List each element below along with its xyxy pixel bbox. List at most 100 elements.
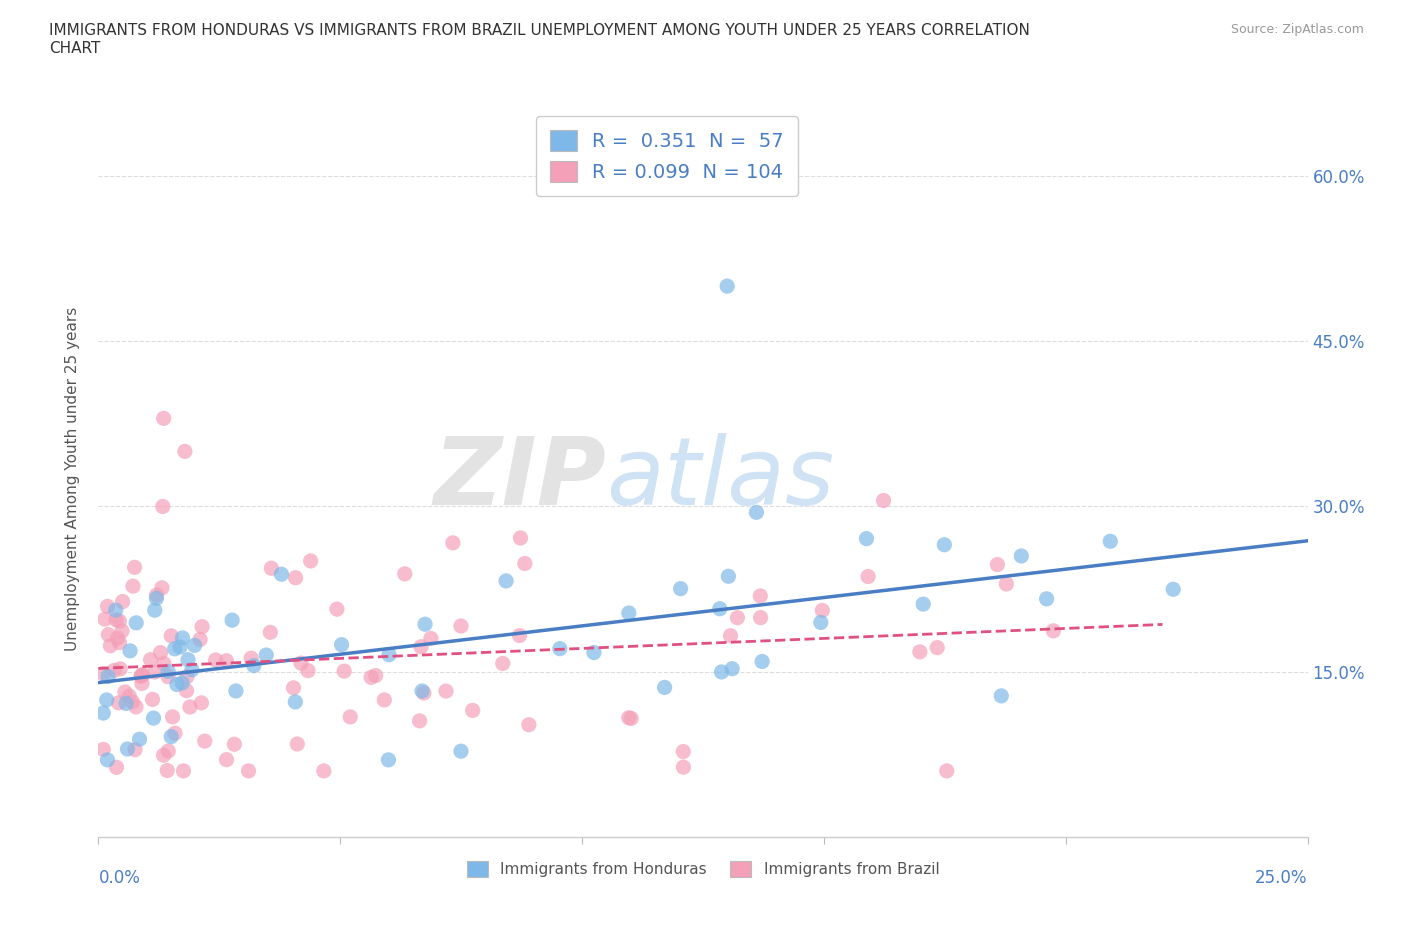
Point: [721, 661, 744, 676]
Point: [1035, 591, 1057, 606]
Point: [373, 693, 395, 708]
Point: [215, 653, 238, 668]
Point: [97, 627, 120, 642]
Point: [145, 591, 167, 605]
Point: [215, 752, 238, 767]
Point: [377, 752, 399, 767]
Point: [1099, 534, 1122, 549]
Point: [912, 597, 935, 612]
Point: [129, 669, 152, 684]
Point: [411, 684, 433, 698]
Point: [172, 675, 194, 690]
Point: [326, 602, 349, 617]
Point: [183, 638, 205, 653]
Point: [254, 647, 277, 662]
Point: [672, 760, 695, 775]
Text: ZIP: ZIP: [433, 433, 606, 525]
Point: [270, 566, 292, 581]
Point: [243, 658, 266, 673]
Point: [96, 752, 118, 767]
Point: [162, 710, 184, 724]
Point: [934, 538, 956, 552]
Point: [149, 645, 172, 660]
Point: [124, 560, 146, 575]
Point: [284, 570, 307, 585]
Point: [517, 717, 540, 732]
Point: [259, 625, 281, 640]
Point: [240, 651, 263, 666]
Point: [856, 569, 879, 584]
Point: [120, 644, 142, 658]
Point: [188, 632, 211, 647]
Point: [157, 670, 180, 684]
Point: [142, 711, 165, 725]
Point: [408, 713, 430, 728]
Point: [360, 670, 382, 684]
Point: [1042, 623, 1064, 638]
Point: [152, 411, 174, 426]
Point: [297, 663, 319, 678]
Point: [710, 665, 733, 680]
Y-axis label: Unemployment Among Youth under 25 years: Unemployment Among Youth under 25 years: [65, 307, 80, 651]
Point: [117, 741, 139, 756]
Point: [283, 681, 305, 696]
Point: [492, 656, 515, 671]
Point: [105, 760, 128, 775]
Point: [927, 640, 949, 655]
Point: [111, 623, 134, 638]
Point: [153, 656, 176, 671]
Point: [152, 499, 174, 514]
Point: [364, 668, 387, 683]
Point: [169, 640, 191, 655]
Point: [204, 653, 226, 668]
Point: [749, 589, 772, 604]
Point: [115, 696, 138, 711]
Point: [221, 613, 243, 628]
Point: [434, 684, 457, 698]
Point: [94, 612, 117, 627]
Text: 25.0%: 25.0%: [1256, 870, 1308, 887]
Point: [128, 732, 150, 747]
Point: [125, 616, 148, 631]
Point: [745, 505, 768, 520]
Point: [935, 764, 957, 778]
Point: [1161, 582, 1184, 597]
Point: [749, 610, 772, 625]
Point: [450, 744, 472, 759]
Point: [716, 279, 738, 294]
Point: [194, 734, 217, 749]
Point: [145, 588, 167, 603]
Point: [725, 610, 748, 625]
Point: [225, 684, 247, 698]
Point: [111, 594, 134, 609]
Point: [152, 748, 174, 763]
Point: [122, 578, 145, 593]
Point: [441, 536, 464, 551]
Point: [121, 695, 143, 710]
Point: [143, 603, 166, 618]
Point: [810, 615, 832, 630]
Point: [995, 577, 1018, 591]
Point: [103, 663, 125, 678]
Point: [104, 612, 127, 627]
Point: [172, 764, 194, 778]
Point: [419, 631, 441, 646]
Point: [176, 684, 198, 698]
Point: [176, 670, 198, 684]
Point: [96, 599, 118, 614]
Point: [461, 703, 484, 718]
Point: [378, 647, 401, 662]
Point: [131, 676, 153, 691]
Text: atlas: atlas: [606, 433, 835, 525]
Point: [509, 530, 531, 545]
Point: [124, 742, 146, 757]
Point: [720, 629, 742, 644]
Point: [654, 680, 676, 695]
Point: [91, 706, 114, 721]
Point: [751, 654, 773, 669]
Point: [108, 635, 131, 650]
Text: IMMIGRANTS FROM HONDURAS VS IMMIGRANTS FROM BRAZIL UNEMPLOYMENT AMONG YOUTH UNDE: IMMIGRANTS FROM HONDURAS VS IMMIGRANTS F…: [49, 23, 1031, 56]
Point: [238, 764, 260, 778]
Point: [855, 531, 877, 546]
Point: [160, 729, 183, 744]
